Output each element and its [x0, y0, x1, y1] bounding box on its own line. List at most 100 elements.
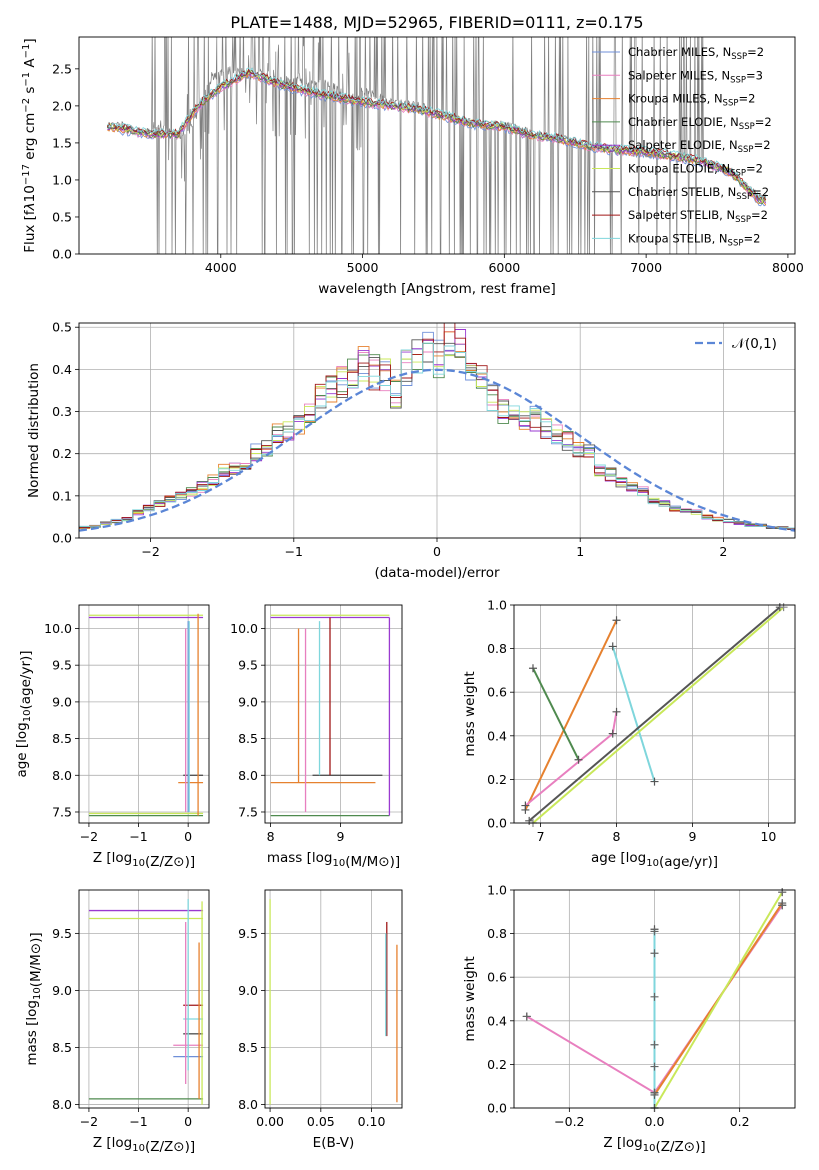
residual_histogram-frame	[78, 322, 796, 539]
weight-line-3	[653, 891, 784, 1108]
age_vs_mass-xlabel: mass [log10(M/M⊙)]	[267, 850, 400, 870]
age_vs_Z-frame	[78, 604, 210, 824]
mass_vs_Z-frame	[78, 889, 210, 1109]
age_vs_mass-frame	[264, 604, 403, 824]
spectrum-ylabel: Flux [fλ10−17 erg cm−2 s−1 A−1]	[21, 38, 38, 252]
mass_vs_Z-xlabel: Z [log10(Z/Z⊙)]	[93, 1135, 195, 1155]
massweight_vs_Z-xlabel: Z [log10(Z/Z⊙)]	[603, 1135, 705, 1155]
legend-label-6: Kroupa ELODIE, NSSP=2	[628, 162, 763, 179]
residual-histogram-8	[79, 323, 795, 530]
residual_histogram-ylabel: Normed distribution	[26, 363, 42, 498]
residual_histogram-axes: −2 −1 0 1 2 0.0 0.1 0.2 0.3 0.4 0.5 (data-model)/er…	[26, 320, 796, 581]
weight-marker-2-2	[608, 729, 617, 738]
mass_vs_Z-axes: −2 −1 0 8.0 8.5 9.0 9.5 Z [log10(Z/Z⊙)] mass [lo…	[24, 889, 210, 1155]
weight-line-4	[611, 646, 656, 782]
x-tick-label: −2	[141, 544, 159, 559]
spectrum-frame	[78, 36, 796, 255]
weight-marker-1-2	[612, 616, 621, 625]
y-tick-label: 8.5	[52, 731, 72, 746]
massweight_vs_Z-frame	[513, 889, 796, 1109]
spectrum-legend: Chabrier MILES, NSSP=2 Salpeter MILES, NS…	[592, 45, 772, 248]
massweight_vs_age-plot-area	[524, 606, 785, 823]
y-tick-label: 0.0	[52, 247, 72, 262]
y-tick-label: 8.0	[52, 1097, 72, 1112]
model-spectrum-8	[107, 68, 767, 201]
weight-point-2	[650, 949, 659, 958]
x-tick-label: 0.10	[358, 1114, 386, 1129]
x-tick-label: 0.00	[256, 1114, 284, 1129]
legend-label-4: Chabrier ELODIE, NSSP=2	[628, 115, 772, 132]
x-tick-label: 0.2	[730, 1114, 750, 1129]
y-tick-label: 0.1	[52, 488, 72, 503]
y-tick-label: 9.5	[52, 658, 72, 673]
y-tick-label: 0.6	[487, 970, 507, 985]
x-tick-label: 0.05	[307, 1114, 335, 1129]
massweight_vs_Z-axes: −0.2 0.0 0.2 0.0 0.2 0.4 0.6 0.8 1.0 Z [log10(Z/Z…	[462, 883, 796, 1155]
residual_histogram-xlabel: (data-model)/error	[374, 565, 500, 581]
x-tick-label: −2	[80, 829, 98, 844]
x-tick-label: 8	[613, 829, 621, 844]
weight-marker-2-1	[521, 801, 530, 810]
x-tick-label: −0.2	[554, 1114, 584, 1129]
x-tick-label: −1	[129, 1114, 147, 1129]
x-tick-label: 6000	[488, 260, 520, 275]
y-tick-label: 9.0	[238, 983, 258, 998]
y-tick-label: 0.5	[52, 209, 72, 224]
x-tick-label: 9	[688, 829, 696, 844]
residual-histogram-9	[79, 342, 795, 529]
y-tick-label: 1.0	[52, 172, 72, 187]
y-tick-label: 1.5	[52, 135, 72, 150]
y-tick-label: 2.0	[52, 98, 72, 113]
y-tick-label: 0.4	[487, 1013, 507, 1028]
x-tick-label: 1	[576, 544, 584, 559]
y-tick-label: 8.5	[238, 1040, 258, 1055]
y-tick-label: 10.0	[44, 621, 72, 636]
mass_vs_ebv-frame	[264, 889, 403, 1109]
y-tick-label: 0.2	[487, 772, 507, 787]
weight-point-7	[522, 1012, 531, 1021]
weight-point-8	[778, 901, 787, 910]
y-tick-label: 0.8	[487, 926, 507, 941]
weight-line-5	[528, 606, 781, 822]
model-spectrum-1	[107, 73, 767, 207]
age_vs_Z-ylabel: age [log10(age/yr)]	[14, 650, 34, 777]
y-tick-label: 0.0	[487, 1101, 507, 1116]
y-tick-label: 9.0	[52, 694, 72, 709]
massweight_vs_age-frame	[513, 604, 796, 824]
legend-label-2: Salpeter MILES, NSSP=3	[628, 68, 763, 85]
figure-title: PLATE=1488, MJD=52965, FIBERID=0111, z=0…	[230, 13, 643, 32]
x-tick-label: 7000	[630, 260, 662, 275]
x-tick-label: −1	[285, 544, 303, 559]
weight-marker-3-1	[528, 664, 537, 673]
y-tick-label: 9.5	[238, 926, 258, 941]
age_vs_mass-plot-area	[270, 614, 391, 817]
x-tick-label: 0	[184, 829, 192, 844]
weight-marker-4-2	[650, 777, 659, 786]
mass_vs_Z-plot-area	[88, 899, 204, 1105]
weight-marker-3-2	[574, 755, 583, 764]
y-tick-label: 0.4	[52, 362, 72, 377]
age_vs_mass-grid	[265, 605, 402, 823]
y-tick-label: 1.0	[487, 598, 507, 613]
weight-point-1	[650, 927, 659, 936]
age_vs_Z-axes: −2 −1 0 7.5 8.0 8.5 9.0 9.5 10.0 Z [log10(Z/Z⊙)] a…	[14, 604, 210, 870]
massweight_vs_age-xlabel: age [log10(age/yr)]	[591, 850, 718, 870]
gaussian-legend-label: 𝒩(0,1)	[732, 336, 777, 352]
x-tick-label: 0	[184, 1114, 192, 1129]
x-tick-label: 9	[337, 829, 345, 844]
x-tick-label: 4000	[205, 260, 237, 275]
x-tick-label: 7	[537, 829, 545, 844]
mass_vs_ebv-xlabel: E(B-V)	[313, 1135, 355, 1151]
gaussian-curve	[79, 368, 795, 532]
x-tick-label: 5000	[347, 260, 379, 275]
mass_vs_ebv-axes: 0.00 0.05 0.10 8.0 8.5 9.0 9.5 E(B-V)	[238, 889, 403, 1151]
weight-point-3	[650, 992, 659, 1001]
residual_histogram-plot-area	[79, 323, 795, 532]
weight-line-3	[532, 667, 580, 761]
y-tick-label: 0.4	[487, 728, 507, 743]
y-tick-label: 10.0	[230, 621, 258, 636]
weight-point-6	[650, 1088, 659, 1097]
model-spectrum-9	[107, 67, 767, 199]
y-tick-label: 1.0	[487, 883, 507, 898]
